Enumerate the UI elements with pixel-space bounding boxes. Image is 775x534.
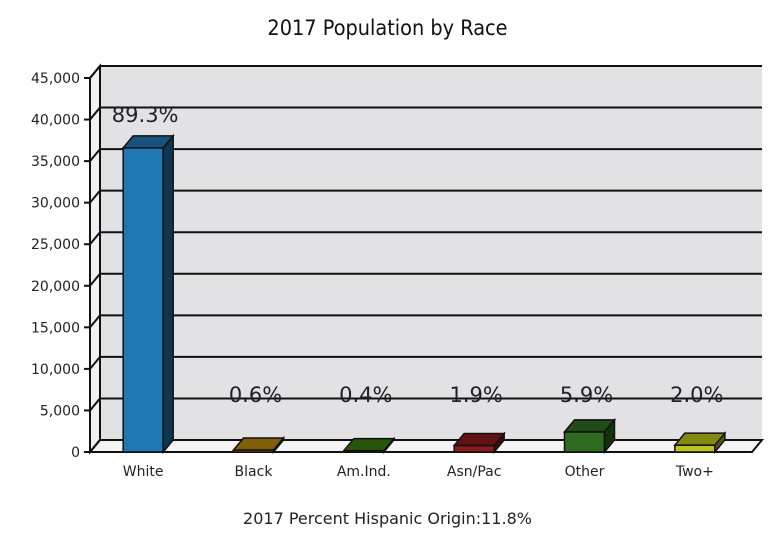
- bar: [121, 133, 175, 455]
- bar: [452, 431, 506, 455]
- chart-title: 2017 Population by Race: [267, 16, 508, 40]
- gridline-diagonal: [89, 356, 101, 370]
- bar-top: [452, 432, 506, 447]
- x-axis-labels: White Black Am.Ind. Asn/Pac Other Two+: [123, 464, 714, 480]
- gridlines: [89, 65, 762, 453]
- bar: [673, 431, 727, 455]
- axes: [89, 66, 752, 453]
- bar: [231, 435, 286, 455]
- bar-front: [563, 431, 606, 453]
- plot-side-wall: [89, 63, 101, 455]
- data-label: 5.9%: [560, 383, 613, 407]
- plot-floor: [87, 439, 765, 453]
- bar: [342, 436, 396, 455]
- x-tick-label: Other: [565, 464, 605, 480]
- gridline-diagonal: [89, 65, 101, 79]
- y-tick-label: 35,000: [31, 154, 80, 170]
- gridline-diagonal: [89, 231, 101, 245]
- y-axis-ticks: 0 5,000 10,000 15,000 20,000 25,000 30,000 35,0…: [31, 71, 90, 461]
- bar-top: [562, 419, 617, 433]
- gridline-diagonal: [89, 190, 101, 204]
- bar-front: [674, 444, 716, 453]
- y-tick-label: 20,000: [31, 279, 80, 295]
- data-label: 1.9%: [449, 383, 502, 407]
- chart-footnote: 2017 Percent Hispanic Origin:11.8%: [243, 509, 532, 528]
- gridline-diagonal: [89, 273, 101, 287]
- x-tick-label: Asn/Pac: [447, 464, 502, 480]
- bar: [562, 417, 617, 455]
- bar-side: [162, 133, 174, 455]
- gridline-diagonal: [89, 148, 101, 162]
- data-label: 0.6%: [229, 383, 282, 407]
- gridline-diagonal: [89, 397, 101, 412]
- y-tick-label: 15,000: [31, 320, 80, 336]
- data-label: 2.0%: [670, 383, 723, 407]
- bar-top: [231, 437, 286, 451]
- plot-background: [100, 66, 762, 440]
- data-labels: 89.3% 0.6% 0.4% 1.9% 5.9% 2.0%: [112, 103, 724, 407]
- y-tick-label: 10,000: [31, 362, 80, 378]
- x-tick-label: White: [123, 464, 164, 480]
- bar-top: [342, 437, 396, 452]
- gridline-diagonal: [89, 314, 101, 328]
- bar-front: [453, 444, 495, 453]
- bars: [121, 133, 727, 455]
- gridline-diagonal: [89, 439, 101, 453]
- x-tick-label: Black: [235, 464, 274, 480]
- bar-top: [673, 432, 727, 446]
- y-tick-label: 40,000: [31, 113, 80, 129]
- x-tick-label: Am.Ind.: [337, 464, 391, 480]
- bar-top: [121, 135, 175, 149]
- plot-area: [87, 63, 765, 455]
- y-tick-label: 25,000: [31, 237, 80, 253]
- data-label: 0.4%: [339, 383, 392, 407]
- y-tick-label: 5,000: [40, 403, 80, 419]
- bar-front: [122, 147, 164, 453]
- gridline-diagonal: [89, 106, 101, 121]
- y-tick-label: 0: [71, 445, 80, 461]
- y-tick-label: 30,000: [31, 196, 80, 212]
- data-label: 89.3%: [112, 103, 179, 127]
- y-tick-label: 45,000: [31, 71, 80, 87]
- x-tick-label: Two+: [675, 464, 714, 480]
